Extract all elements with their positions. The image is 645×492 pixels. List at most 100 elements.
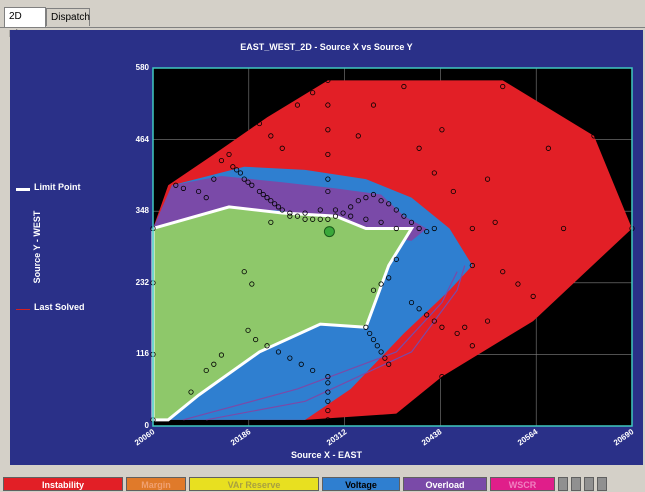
data-point bbox=[287, 355, 293, 361]
region-stable bbox=[153, 206, 412, 420]
last-solved-point bbox=[323, 226, 335, 238]
plot-title: EAST_WEST_2D - Source X vs Source Y bbox=[240, 42, 413, 52]
data-point bbox=[393, 225, 399, 232]
y-tick-label: 232 bbox=[135, 277, 149, 287]
data-point bbox=[424, 312, 430, 318]
scatter-chart[interactable] bbox=[10, 30, 643, 465]
tab-dispatch[interactable]: Dispatch bbox=[46, 8, 90, 26]
data-point bbox=[211, 361, 217, 367]
data-point bbox=[325, 188, 331, 195]
category-extra-box[interactable] bbox=[597, 477, 607, 491]
data-point bbox=[378, 219, 384, 225]
data-point bbox=[256, 120, 263, 127]
data-point bbox=[560, 225, 567, 232]
data-point bbox=[363, 324, 369, 330]
data-point bbox=[203, 195, 209, 201]
data-point bbox=[317, 207, 323, 213]
data-point bbox=[370, 191, 377, 198]
category-var-reserve[interactable]: VAr Reserve bbox=[189, 477, 319, 491]
data-point bbox=[325, 176, 331, 182]
data-point bbox=[264, 195, 270, 201]
data-point bbox=[260, 191, 266, 198]
data-point bbox=[492, 219, 498, 225]
data-point bbox=[332, 207, 339, 213]
data-point bbox=[424, 398, 430, 404]
data-point bbox=[302, 210, 308, 216]
data-point bbox=[484, 176, 491, 182]
data-point bbox=[245, 327, 251, 333]
data-point bbox=[370, 336, 377, 343]
data-point bbox=[317, 216, 323, 222]
data-point bbox=[591, 133, 597, 139]
data-point bbox=[268, 219, 274, 225]
data-point bbox=[203, 367, 209, 374]
data-point bbox=[378, 281, 384, 287]
data-point bbox=[363, 195, 369, 201]
data-point bbox=[196, 188, 202, 195]
data-point bbox=[180, 185, 187, 191]
data-point bbox=[348, 213, 354, 219]
data-point bbox=[298, 361, 304, 367]
y-tick-label: 580 bbox=[135, 63, 149, 72]
data-point bbox=[241, 269, 247, 275]
category-wscr[interactable]: WSCR bbox=[490, 477, 555, 491]
data-point bbox=[454, 330, 460, 337]
data-point bbox=[439, 324, 445, 330]
data-point bbox=[431, 225, 437, 232]
category-extra-box[interactable] bbox=[584, 477, 594, 491]
data-point bbox=[279, 207, 285, 213]
data-point bbox=[386, 275, 392, 281]
data-point bbox=[325, 380, 331, 386]
data-point bbox=[431, 170, 437, 176]
legend-last-solved-swatch bbox=[16, 309, 30, 310]
category-extra-box[interactable] bbox=[558, 477, 568, 491]
data-point bbox=[310, 216, 316, 222]
data-point bbox=[325, 151, 331, 158]
data-point bbox=[230, 164, 236, 170]
data-point bbox=[268, 198, 274, 204]
data-point bbox=[370, 287, 377, 293]
data-point bbox=[374, 343, 380, 349]
data-point bbox=[310, 367, 316, 374]
legend-limit-point-swatch bbox=[16, 188, 30, 191]
data-point bbox=[264, 343, 270, 349]
tab-2d-plot[interactable]: 2D Plot bbox=[4, 7, 46, 40]
data-point bbox=[218, 157, 225, 164]
data-point bbox=[325, 102, 331, 108]
data-point bbox=[325, 407, 331, 414]
data-point bbox=[424, 228, 430, 235]
category-overload[interactable]: Overload bbox=[403, 477, 487, 491]
category-instability[interactable]: Instability bbox=[3, 477, 123, 491]
tab-divider bbox=[0, 27, 645, 28]
data-point bbox=[294, 102, 301, 108]
data-point bbox=[325, 216, 331, 222]
data-point bbox=[530, 293, 536, 299]
category-voltage[interactable]: Voltage bbox=[322, 477, 400, 491]
data-point bbox=[401, 83, 407, 90]
data-point bbox=[484, 318, 491, 324]
data-point bbox=[325, 127, 331, 133]
data-point bbox=[325, 389, 331, 395]
legend-last-solved-label: Last Solved bbox=[34, 302, 85, 312]
data-point bbox=[256, 188, 263, 195]
data-point bbox=[275, 204, 282, 210]
limit-point-line bbox=[151, 205, 415, 422]
data-point bbox=[340, 210, 346, 216]
data-point bbox=[408, 219, 415, 225]
data-point bbox=[515, 281, 521, 287]
category-margin[interactable]: Margin bbox=[126, 477, 186, 491]
y-tick-label: 464 bbox=[135, 134, 149, 144]
data-point bbox=[279, 145, 285, 151]
overload-curve bbox=[206, 265, 466, 421]
data-point bbox=[332, 213, 339, 219]
data-point bbox=[416, 225, 422, 232]
data-point bbox=[272, 201, 278, 207]
legend-last-solved: Last Solved bbox=[10, 302, 110, 316]
y-tick-label: 116 bbox=[136, 349, 149, 359]
data-point bbox=[386, 201, 392, 207]
data-point bbox=[367, 330, 373, 337]
x-axis-label: Source X - EAST bbox=[290, 450, 362, 460]
y-tick-label: 348 bbox=[135, 206, 149, 216]
data-point bbox=[363, 216, 369, 222]
category-extra-box[interactable] bbox=[571, 477, 581, 491]
